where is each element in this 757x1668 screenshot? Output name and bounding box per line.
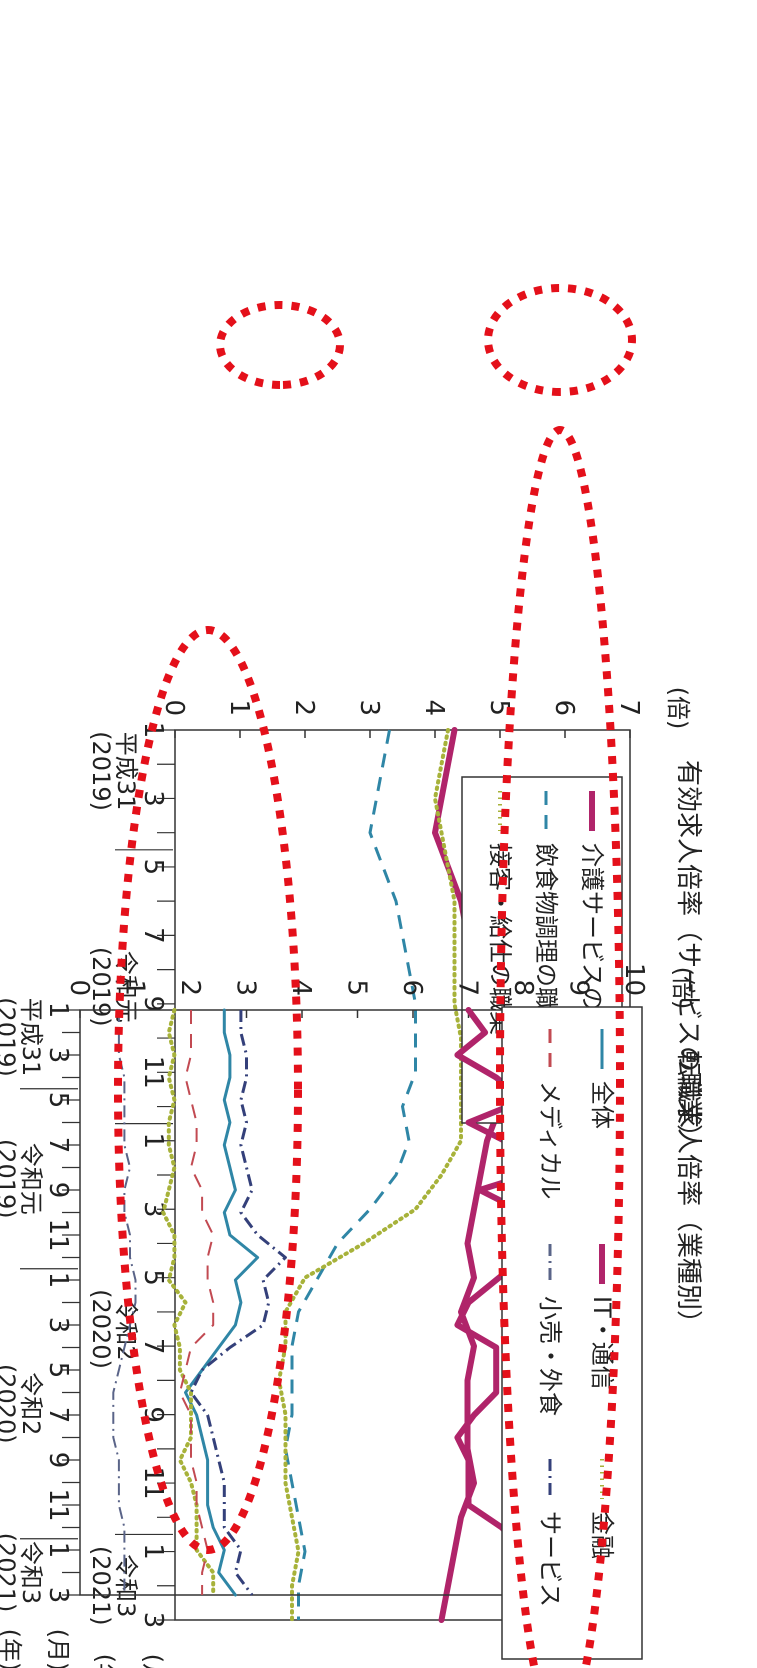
month-tick-label: 5	[43, 1362, 73, 1379]
year-unit-label: (年)	[91, 1654, 119, 1668]
y-tick-label: 0	[159, 699, 189, 716]
month-unit-label: (月)	[139, 1654, 167, 1668]
chart-title: 有効求人倍率（サービスの職業）	[673, 760, 703, 1150]
month-unit-label: (月)	[44, 1629, 72, 1668]
legend-label: 小売・外食	[536, 1296, 564, 1416]
era-label: 平成31	[17, 998, 45, 1077]
y-tick-label: 6	[549, 699, 579, 716]
series-line-4	[178, 1010, 215, 1595]
y-tick-label: 6	[397, 979, 427, 996]
month-tick-label: 5	[138, 859, 168, 876]
month-tick-label: 11	[43, 1488, 73, 1521]
y-tick-label: 5	[484, 699, 514, 716]
era-year-label: (2019)	[0, 997, 20, 1077]
y-tick-label: 4	[419, 699, 449, 716]
month-tick-label: 1	[43, 1542, 73, 1559]
highlight-ellipse-legend-line	[216, 301, 344, 389]
legend-label: 金融	[588, 1511, 616, 1559]
month-tick-label: 1	[138, 1132, 168, 1149]
era-label: 令和2	[17, 1372, 45, 1435]
highlight-ellipse-right-series	[114, 626, 302, 1554]
month-tick-label: 7	[43, 1137, 73, 1154]
series-line-5	[112, 1010, 137, 1595]
y-tick-label: 10	[619, 963, 649, 996]
legend-box	[501, 1006, 643, 1660]
month-tick-label: 3	[43, 1047, 73, 1064]
series-line-1	[432, 727, 503, 1623]
highlight-ellipse-legend	[484, 284, 636, 396]
month-tick-label: 3	[138, 790, 168, 807]
month-tick-label: 3	[43, 1317, 73, 1334]
month-tick-label: 3	[138, 1201, 168, 1218]
chart-title: 転職求人倍率（業種別）	[673, 1050, 703, 1336]
y-tick-label: 1	[120, 979, 150, 996]
month-tick-label: 9	[43, 1182, 73, 1199]
month-tick-label: 1	[138, 1543, 168, 1560]
y-tick-label: 3	[354, 699, 384, 716]
month-tick-label: 7	[138, 1338, 168, 1355]
y-unit-label: (倍)	[669, 967, 697, 1010]
month-tick-label: 3	[138, 1612, 168, 1629]
legend-label: サービス	[536, 1511, 564, 1607]
series-line-3	[161, 1008, 216, 1597]
y-unit-label: (倍)	[664, 687, 692, 730]
y-tick-label: 2	[175, 979, 205, 996]
era-year-label: (2019)	[0, 1139, 20, 1219]
series-line-2	[284, 729, 417, 1620]
month-tick-label: 7	[138, 927, 168, 944]
month-tick-label: 5	[43, 1092, 73, 1109]
y-tick-label: 2	[289, 699, 319, 716]
month-tick-label: 9	[138, 996, 168, 1013]
y-tick-label: 7	[453, 979, 483, 996]
highlight-ellipse-left-series	[496, 426, 624, 1668]
y-tick-label: 8	[508, 979, 538, 996]
legend-label: 全体	[588, 1081, 616, 1129]
y-tick-label: 5	[342, 979, 372, 996]
era-year-label: (2020)	[0, 1364, 20, 1444]
y-tick-label: 1	[224, 699, 254, 716]
month-tick-label: 7	[43, 1407, 73, 1424]
series-line-6	[189, 1010, 287, 1596]
month-tick-label: 1	[43, 1272, 73, 1289]
y-tick-label: 9	[564, 979, 594, 996]
legend-label: メディカル	[536, 1081, 564, 1199]
month-tick-label: 3	[43, 1587, 73, 1604]
era-label: 令和3	[112, 1554, 140, 1617]
legend-label: 接客・給仕の職業	[486, 843, 514, 1035]
era-label: 令和元	[17, 1143, 45, 1215]
era-label: 令和3	[17, 1541, 45, 1604]
month-tick-label: 9	[43, 1452, 73, 1469]
series-line-3	[277, 728, 463, 1622]
y-tick-label: 0	[64, 979, 94, 996]
y-tick-label: 3	[231, 979, 261, 996]
industry-chart: 転職求人倍率（業種別）0 1 2 3 4 5 6 7 8 9 10 (倍)13579111357911…	[0, 963, 703, 1668]
month-tick-label: 11	[138, 1056, 168, 1089]
era-year-label: (2020)	[87, 1289, 115, 1369]
month-tick-label: 11	[43, 1218, 73, 1251]
era-year-label: (2021)	[87, 1546, 115, 1626]
y-tick-label: 4	[286, 979, 316, 996]
era-label: 平成31	[112, 732, 140, 811]
era-year-label: (2021)	[0, 1533, 20, 1613]
era-year-label: (2019)	[87, 731, 115, 811]
year-unit-label: (年)	[0, 1629, 24, 1668]
series-line-1	[184, 1008, 260, 1597]
month-tick-label: 1	[43, 1002, 73, 1019]
era-year-label: (2019)	[87, 947, 115, 1027]
legend-label: 飲食物調理の職業	[532, 843, 560, 1035]
y-tick-label: 7	[614, 699, 644, 716]
month-tick-label: 5	[138, 1269, 168, 1286]
